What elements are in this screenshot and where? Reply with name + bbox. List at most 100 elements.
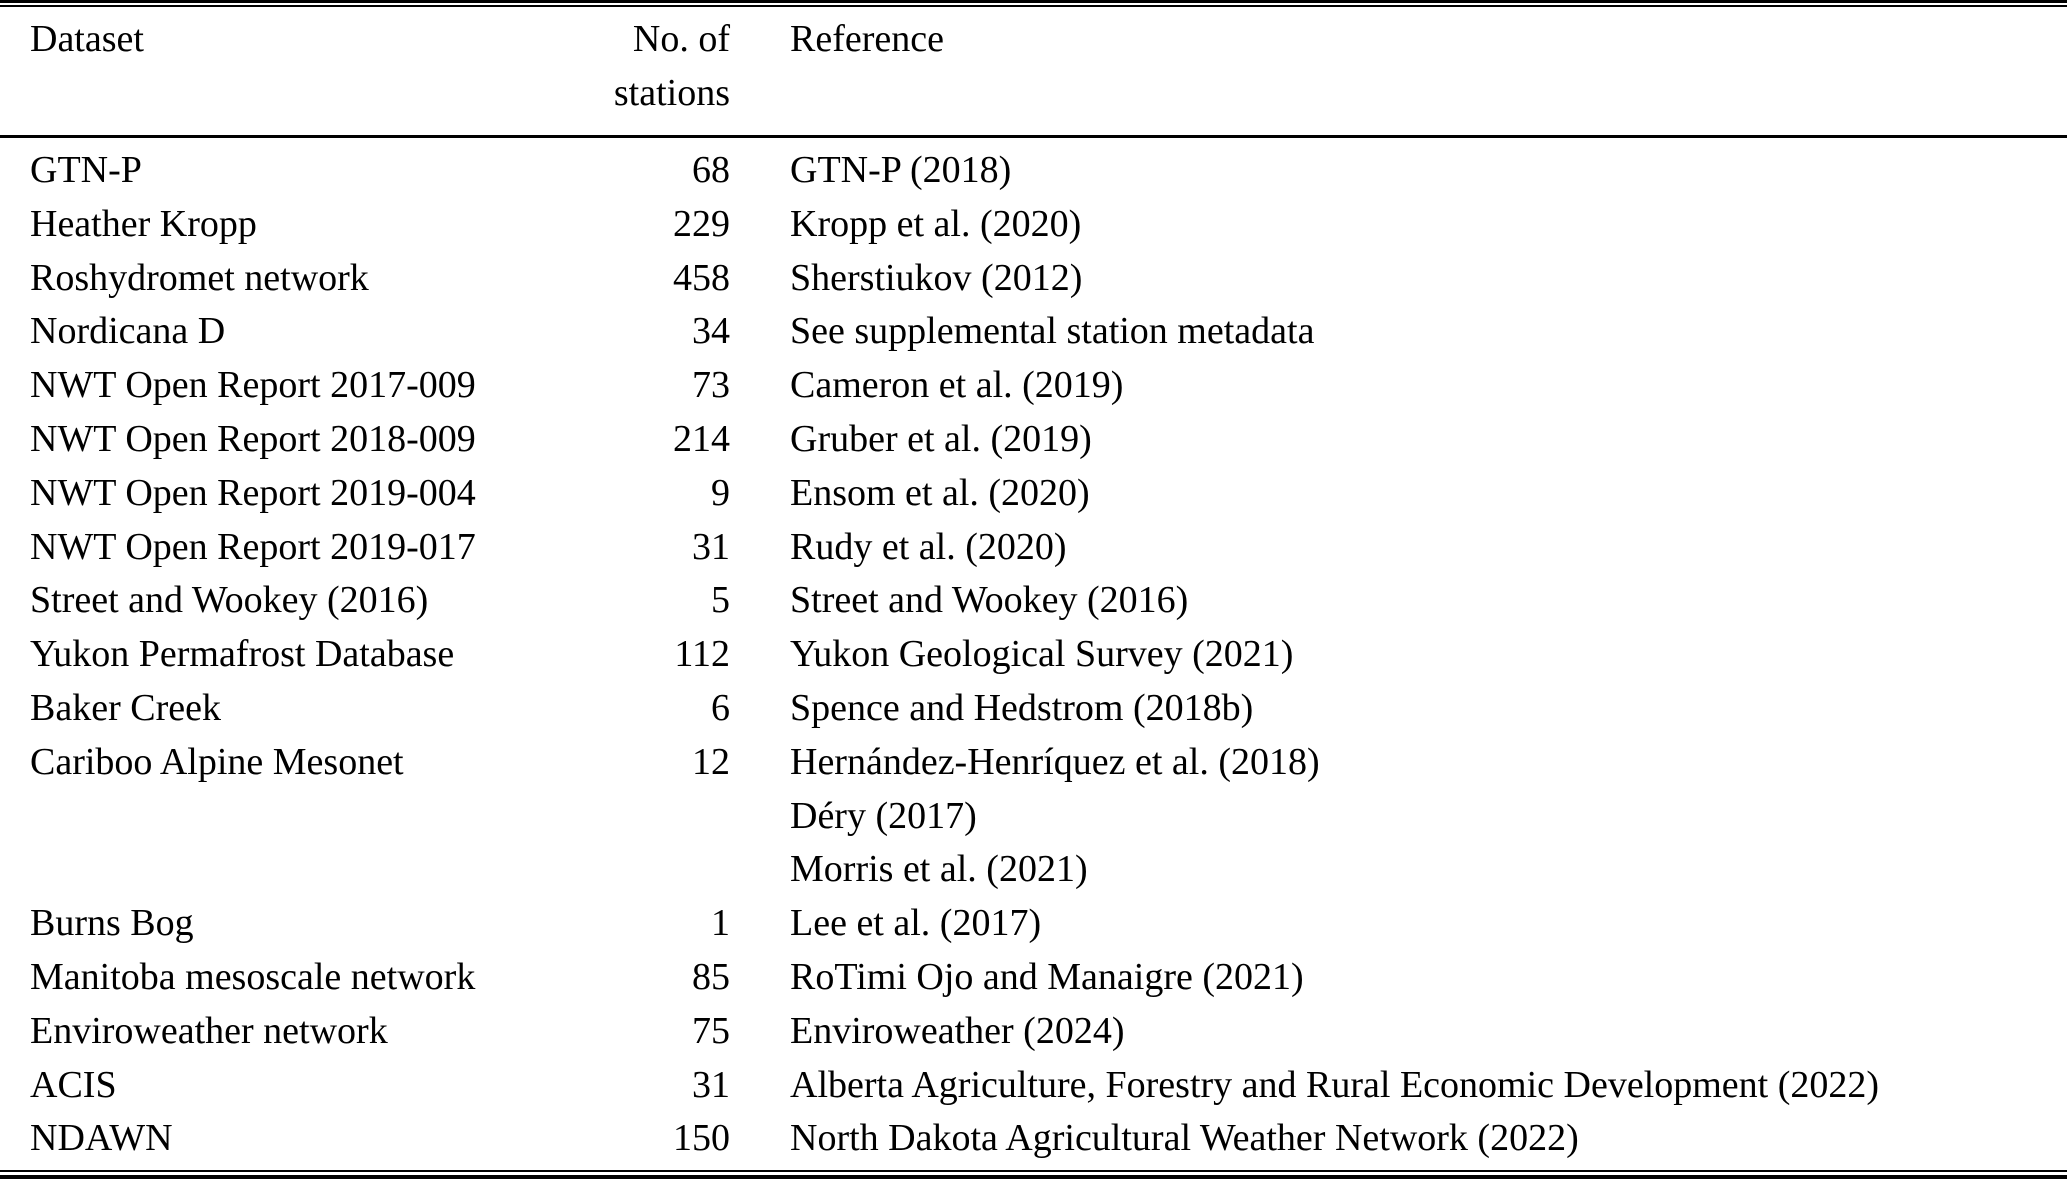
reference-cell: Kropp et al. (2020): [730, 198, 2057, 252]
dataset-cell: Roshydromet network: [30, 256, 369, 299]
reference-cell: Ensom et al. (2020): [730, 467, 2057, 521]
table-row: NWT Open Report 2019-017 31 Rudy et al. …: [0, 521, 2067, 575]
stations-cell: 85: [692, 955, 730, 998]
reference-line: Enviroweather (2024): [790, 1009, 1125, 1052]
dataset-cell: Nordicana D: [30, 310, 226, 353]
stations-cell: 1: [711, 902, 730, 945]
dataset-cell: ACIS: [30, 1063, 117, 1106]
reference-cell: Alberta Agriculture, Forestry and Rural …: [730, 1059, 2057, 1113]
table-header: Dataset No. of stations Reference: [0, 7, 2067, 135]
reference-cell: Yukon Geological Survey (2021): [730, 628, 2057, 682]
reference-line: Ensom et al. (2020): [790, 471, 1090, 514]
dataset-cell: GTN-P: [30, 149, 142, 191]
top-rule-thick: [0, 0, 2067, 3]
stations-cell: 6: [711, 686, 730, 729]
table-row: Manitoba mesoscale network 85 RoTimi Ojo…: [0, 951, 2067, 1005]
stations-cell: 31: [692, 525, 730, 568]
reference-line: Morris et al. (2021): [790, 848, 1088, 891]
reference-line: Lee et al. (2017): [790, 902, 1042, 945]
table-row: NDAWN 150 North Dakota Agricultural Weat…: [0, 1112, 2067, 1166]
reference-cell: GTN-P (2018): [730, 144, 2057, 198]
dataset-cell: NWT Open Report 2019-017: [30, 525, 476, 568]
reference-line: Street and Wookey (2016): [790, 579, 1189, 622]
table-row: NWT Open Report 2019-004 9 Ensom et al. …: [0, 467, 2067, 521]
header-divider-rule: [0, 135, 2067, 138]
reference-line: Gruber et al. (2019): [790, 417, 1092, 460]
reference-cell: Gruber et al. (2019): [730, 413, 2057, 467]
reference-line: Spence and Hedstrom (2018b): [790, 686, 1254, 729]
table-row: Enviroweather network 75 Enviroweather (…: [0, 1005, 2067, 1059]
reference-line: Hernández-Henríquez et al. (2018): [790, 740, 1320, 783]
reference-cell: Hernández-Henríquez et al. (2018) Déry (…: [730, 736, 2057, 897]
header-stations: No. of stations: [602, 13, 730, 121]
table-row: Cariboo Alpine Mesonet 12 Hernández-Henr…: [0, 736, 2067, 897]
reference-cell: RoTimi Ojo and Manaigre (2021): [730, 951, 2057, 1005]
reference-cell: Cameron et al. (2019): [730, 359, 2057, 413]
dataset-cell: Manitoba mesoscale network: [30, 955, 476, 998]
reference-line: Yukon Geological Survey (2021): [790, 633, 1294, 676]
reference-line: Cameron et al. (2019): [790, 364, 1124, 407]
reference-line: See supplemental station metadata: [790, 310, 1315, 353]
dataset-cell: Cariboo Alpine Mesonet: [30, 740, 404, 783]
table-row: Street and Wookey (2016) 5 Street and Wo…: [0, 574, 2067, 628]
reference-cell: Lee et al. (2017): [730, 897, 2057, 951]
table-row: NWT Open Report 2017-009 73 Cameron et a…: [0, 359, 2067, 413]
stations-cell: 9: [711, 471, 730, 514]
stations-cell: 229: [673, 202, 730, 245]
header-stations-line1: No. of: [632, 18, 730, 60]
reference-line: North Dakota Agricultural Weather Networ…: [790, 1117, 1579, 1160]
stations-cell: 73: [692, 364, 730, 407]
bottom-rule-thick: [0, 1175, 2067, 1179]
reference-line: Kropp et al. (2020): [790, 202, 1082, 245]
stations-cell: 31: [692, 1063, 730, 1106]
reference-cell: Rudy et al. (2020): [730, 521, 2057, 575]
stations-cell: 214: [673, 417, 730, 460]
reference-cell: Sherstiukov (2012): [730, 252, 2057, 306]
table-row: Nordicana D 34 See supplemental station …: [0, 305, 2067, 359]
table-row: Baker Creek 6 Spence and Hedstrom (2018b…: [0, 682, 2067, 736]
dataset-cell: Yukon Permafrost Database: [30, 633, 455, 676]
table-row: Burns Bog 1 Lee et al. (2017): [0, 897, 2067, 951]
dataset-cell: NWT Open Report 2017-009: [30, 364, 476, 407]
reference-line: Alberta Agriculture, Forestry and Rural …: [790, 1063, 1880, 1106]
reference-line: Rudy et al. (2020): [790, 525, 1067, 568]
stations-cell: 75: [692, 1009, 730, 1052]
dataset-cell: NWT Open Report 2019-004: [30, 471, 476, 514]
reference-line: RoTimi Ojo and Manaigre (2021): [790, 955, 1304, 998]
table-body: GTN-P 68 GTN-P (2018) Heather Kropp 229 …: [0, 138, 2067, 1170]
top-rule-thin: [0, 5, 2067, 7]
dataset-cell: Burns Bog: [30, 902, 194, 945]
reference-cell: Enviroweather (2024): [730, 1005, 2057, 1059]
bottom-rule-thin: [0, 1170, 2067, 1172]
reference-cell: Street and Wookey (2016): [730, 574, 2057, 628]
table-row: NWT Open Report 2018-009 214 Gruber et a…: [0, 413, 2067, 467]
dataset-cell: NDAWN: [30, 1117, 173, 1160]
stations-cell: 34: [692, 310, 730, 353]
dataset-cell: Heather Kropp: [30, 202, 257, 245]
reference-line: Sherstiukov (2012): [790, 256, 1083, 299]
dataset-cell: NWT Open Report 2018-009: [30, 417, 476, 460]
table-row: Yukon Permafrost Database 112 Yukon Geol…: [0, 628, 2067, 682]
header-dataset: Dataset: [30, 18, 144, 60]
header-reference: Reference: [790, 18, 944, 60]
reference-cell: See supplemental station metadata: [730, 305, 2057, 359]
stations-cell: 458: [673, 256, 730, 299]
reference-line: Déry (2017): [790, 794, 977, 837]
table-row: Roshydromet network 458 Sherstiukov (201…: [0, 252, 2067, 306]
stations-cell: 5: [711, 579, 730, 622]
reference-cell: North Dakota Agricultural Weather Networ…: [730, 1112, 2057, 1166]
dataset-cell: Baker Creek: [30, 686, 221, 729]
stations-cell: 112: [674, 633, 730, 676]
stations-cell: 150: [673, 1117, 730, 1160]
stations-cell: 12: [692, 740, 730, 783]
header-stations-line2: stations: [613, 71, 730, 114]
table-row: ACIS 31 Alberta Agriculture, Forestry an…: [0, 1059, 2067, 1113]
reference-line: GTN-P (2018): [790, 149, 1012, 191]
dataset-cell: Enviroweather network: [30, 1009, 388, 1052]
reference-cell: Spence and Hedstrom (2018b): [730, 682, 2057, 736]
table-row: Heather Kropp 229 Kropp et al. (2020): [0, 198, 2067, 252]
table-row: GTN-P 68 GTN-P (2018): [0, 144, 2067, 198]
dataset-cell: Street and Wookey (2016): [30, 579, 429, 622]
stations-cell: 68: [692, 149, 730, 191]
